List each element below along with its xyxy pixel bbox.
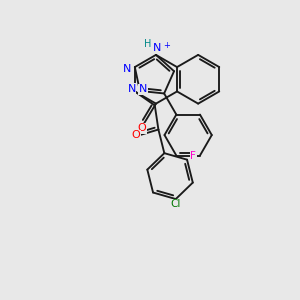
Text: F: F — [190, 151, 196, 160]
Text: N: N — [123, 64, 132, 74]
Text: N: N — [128, 83, 136, 94]
Text: O: O — [131, 130, 140, 140]
Text: N: N — [153, 44, 162, 53]
Text: Cl: Cl — [171, 200, 181, 209]
Text: N: N — [139, 84, 147, 94]
Text: O: O — [137, 123, 146, 133]
Text: +: + — [163, 41, 170, 50]
Text: H: H — [144, 39, 151, 49]
